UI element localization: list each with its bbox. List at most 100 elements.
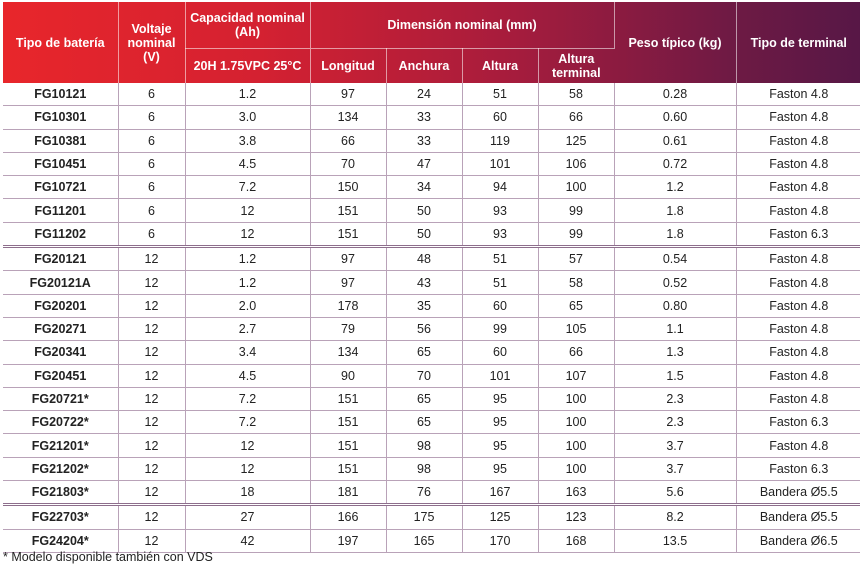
cell-voltaje: 12 [118,270,186,295]
cell-altura-terminal: 66 [538,105,615,130]
cell-peso: 2.3 [614,410,737,435]
table-row: FG20451 12 4.5 90 70 101 107 1.5 Faston 4.8 [3,364,860,388]
cell-longitud: 150 [310,175,387,200]
cell-peso: 0.28 [614,83,737,107]
cell-altura-terminal: 99 [538,222,615,248]
table-row: FG20201 12 2.0 178 35 60 65 0.80 Faston 4.8 [3,294,860,318]
cell-altura-terminal: 100 [538,175,615,200]
cell-model: FG22703* [3,503,119,530]
cell-voltaje: 12 [118,457,186,482]
cell-altura: 60 [462,294,539,318]
cell-longitud: 66 [310,129,387,153]
cell-altura-terminal: 66 [538,340,615,365]
cell-altura: 51 [462,270,539,295]
cell-altura-terminal: 163 [538,480,615,506]
header-voltaje: Voltaje nominal (V) [118,2,186,83]
cell-voltaje: 12 [118,433,186,458]
table-row: FG21803* 12 18 181 76 167 163 5.6 Bandera Ø5.5 [3,480,860,506]
cell-longitud: 134 [310,340,387,365]
table-row: FG22703* 12 27 166 175 125 123 8.2 Bandera Ø5.5 [3,503,860,530]
cell-altura-terminal: 57 [538,245,615,272]
cell-longitud: 97 [310,83,387,107]
cell-voltaje: 12 [118,529,186,553]
cell-altura-terminal: 100 [538,457,615,482]
cell-peso: 1.5 [614,364,737,388]
cell-longitud: 166 [310,503,387,530]
cell-anchura: 43 [386,270,463,295]
cell-longitud: 151 [310,433,387,458]
cell-model: FG20121 [3,245,119,272]
cell-model: FG20271 [3,317,119,342]
cell-capacidad: 1.2 [185,245,311,272]
cell-altura-terminal: 125 [538,129,615,153]
cell-peso: 3.7 [614,457,737,482]
cell-peso: 13.5 [614,529,737,553]
header-peso: Peso típico (kg) [614,2,737,83]
cell-capacidad: 1.2 [185,83,311,107]
cell-voltaje: 6 [118,175,186,200]
cell-terminal: Faston 4.8 [736,294,860,318]
cell-model: FG21201* [3,433,119,458]
cell-anchura: 56 [386,317,463,342]
cell-voltaje: 6 [118,129,186,153]
cell-voltaje: 12 [118,294,186,318]
cell-anchura: 70 [386,364,463,388]
cell-anchura: 76 [386,480,463,506]
cell-terminal: Faston 4.8 [736,175,860,200]
cell-altura: 51 [462,83,539,107]
cell-capacidad: 42 [185,529,311,553]
cell-model: FG20721* [3,387,119,412]
table-body: FG10121 6 1.2 97 24 51 58 0.28 Faston 4.8 FG10301… [3,83,860,553]
cell-peso: 2.3 [614,387,737,412]
cell-terminal: Faston 4.8 [736,83,860,107]
cell-altura-terminal: 168 [538,529,615,553]
cell-peso: 1.8 [614,198,737,223]
table-row: FG21201* 12 12 151 98 95 100 3.7 Faston 4.8 [3,433,860,458]
cell-anchura: 34 [386,175,463,200]
cell-peso: 0.80 [614,294,737,318]
cell-model: FG10721 [3,175,119,200]
cell-altura: 60 [462,340,539,365]
table-row: FG20341 12 3.4 134 65 60 66 1.3 Faston 4.8 [3,340,860,365]
cell-voltaje: 6 [118,83,186,107]
cell-longitud: 134 [310,105,387,130]
cell-voltaje: 12 [118,503,186,530]
cell-terminal: Faston 4.8 [736,340,860,365]
cell-capacidad: 4.5 [185,152,311,177]
cell-terminal: Bandera Ø5.5 [736,503,860,530]
cell-capacidad: 27 [185,503,311,530]
cell-capacidad: 3.4 [185,340,311,365]
cell-model: FG21803* [3,480,119,506]
cell-anchura: 35 [386,294,463,318]
cell-anchura: 175 [386,503,463,530]
cell-longitud: 97 [310,245,387,272]
cell-terminal: Faston 6.3 [736,222,860,248]
cell-voltaje: 12 [118,340,186,365]
cell-altura-terminal: 100 [538,387,615,412]
cell-altura: 95 [462,387,539,412]
table-row: FG20121A 12 1.2 97 43 51 58 0.52 Faston 4.8 [3,270,860,295]
cell-terminal: Faston 4.8 [736,152,860,177]
cell-longitud: 79 [310,317,387,342]
cell-terminal: Faston 4.8 [736,433,860,458]
table-header: Tipo de batería Voltaje nominal (V) Capa… [3,2,860,83]
cell-altura: 125 [462,503,539,530]
cell-capacidad: 2.0 [185,294,311,318]
header-tipo-bateria: Tipo de batería [3,2,119,83]
cell-voltaje: 12 [118,387,186,412]
cell-longitud: 197 [310,529,387,553]
cell-terminal: Faston 4.8 [736,129,860,153]
cell-terminal: Faston 4.8 [736,198,860,223]
cell-anchura: 47 [386,152,463,177]
cell-altura-terminal: 123 [538,503,615,530]
cell-altura-terminal: 58 [538,83,615,107]
cell-altura: 95 [462,433,539,458]
cell-altura: 51 [462,245,539,272]
cell-peso: 1.3 [614,340,737,365]
cell-model: FG20201 [3,294,119,318]
battery-spec-table: Tipo de batería Voltaje nominal (V) Capa… [3,2,860,553]
cell-model: FG20341 [3,340,119,365]
cell-model: FG24204* [3,529,119,553]
cell-terminal: Faston 6.3 [736,410,860,435]
cell-peso: 0.61 [614,129,737,153]
